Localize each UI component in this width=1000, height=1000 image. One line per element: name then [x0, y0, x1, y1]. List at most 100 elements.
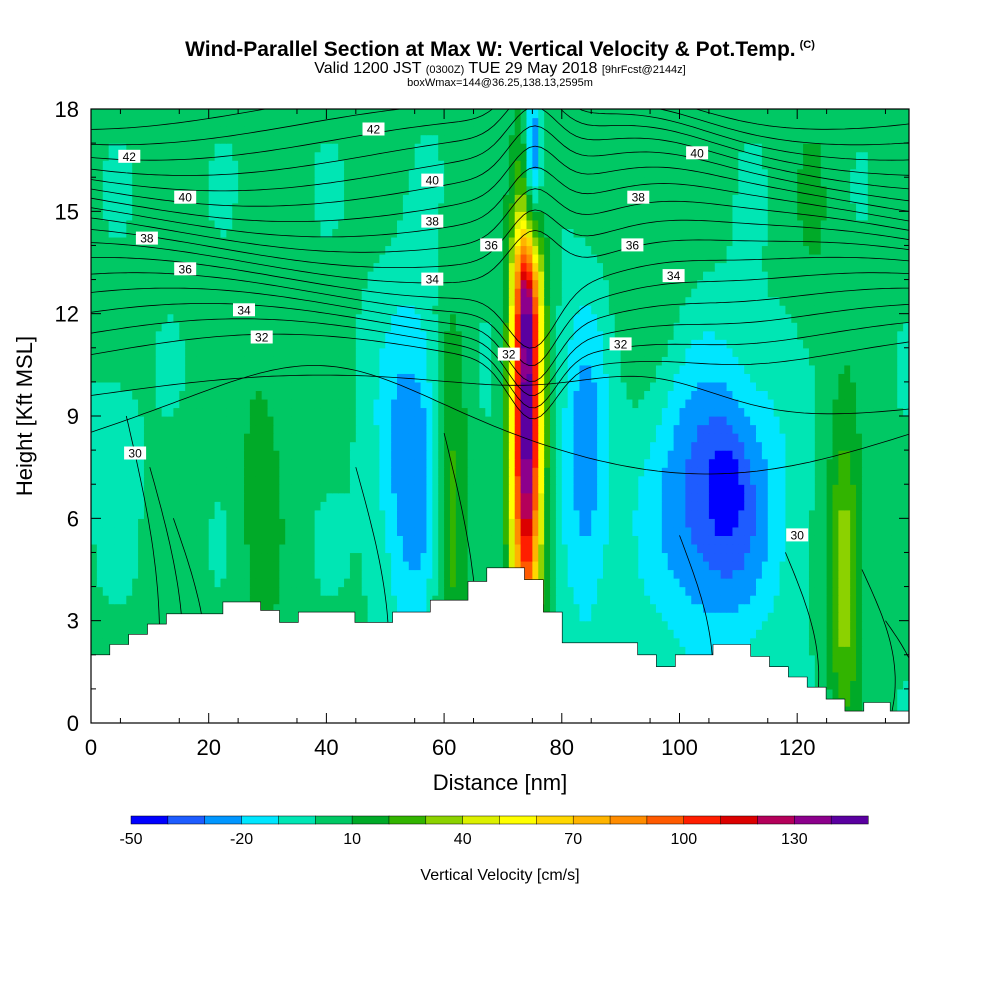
velocity-cell — [132, 501, 139, 511]
velocity-cell — [367, 595, 375, 605]
velocity-cell — [561, 441, 569, 451]
velocity-cell — [785, 509, 792, 519]
velocity-cell — [814, 450, 822, 460]
velocity-cell — [244, 578, 251, 588]
velocity-cell — [414, 416, 422, 426]
velocity-cell — [332, 552, 339, 562]
velocity-cell — [191, 595, 198, 605]
velocity-cell — [143, 441, 151, 451]
velocity-cell — [349, 569, 357, 579]
velocity-cell — [661, 475, 669, 485]
velocity-cell — [726, 433, 734, 443]
velocity-cell — [408, 518, 416, 528]
velocity-cell — [679, 560, 686, 571]
velocity-cell — [820, 424, 828, 434]
velocity-cell — [414, 578, 422, 588]
velocity-cell — [138, 560, 145, 571]
velocity-cell — [850, 612, 857, 622]
velocity-cell — [261, 518, 269, 528]
velocity-cell — [732, 441, 739, 451]
velocity-cell — [302, 535, 310, 545]
velocity-cell — [355, 484, 363, 494]
velocity-cell — [867, 620, 875, 630]
velocity-cell — [708, 467, 716, 477]
velocity-cell — [808, 603, 816, 613]
velocity-cell — [114, 467, 122, 477]
velocity-cell — [903, 663, 909, 673]
velocity-cell — [703, 629, 710, 639]
velocity-cell — [567, 526, 575, 536]
velocity-cell — [661, 646, 669, 656]
velocity-cell — [555, 560, 563, 571]
velocity-cell — [291, 492, 298, 502]
velocity-cell — [279, 543, 286, 554]
velocity-cell — [903, 654, 909, 664]
velocity-cell — [202, 424, 210, 434]
velocity-cell — [108, 560, 116, 571]
velocity-cell — [361, 518, 369, 528]
velocity-cell — [685, 526, 692, 536]
velocity-cell — [267, 543, 275, 554]
velocity-cell — [708, 424, 716, 434]
velocity-cell — [244, 484, 251, 494]
velocity-cell — [685, 416, 692, 426]
velocity-cell — [891, 475, 898, 485]
velocity-cell — [744, 416, 751, 426]
velocity-cell — [773, 620, 781, 630]
velocity-cell — [391, 450, 398, 460]
velocity-cell — [750, 492, 757, 502]
velocity-cell — [279, 569, 286, 579]
velocity-cell — [644, 569, 651, 579]
velocity-cell — [532, 458, 539, 468]
velocity-cell — [379, 475, 386, 485]
velocity-cell — [373, 509, 380, 519]
velocity-cell — [485, 450, 492, 460]
velocity-cell — [408, 526, 416, 536]
velocity-cell — [591, 629, 598, 639]
velocity-cell — [179, 569, 186, 579]
velocity-cell — [96, 509, 104, 519]
velocity-cell — [332, 467, 339, 477]
velocity-cell — [850, 578, 857, 588]
velocity-cell — [661, 416, 669, 426]
velocity-cell — [532, 467, 539, 477]
velocity-cell — [726, 637, 734, 647]
velocity-cell — [161, 595, 169, 605]
velocity-cell — [214, 475, 222, 485]
velocity-cell — [167, 458, 174, 468]
velocity-cell — [732, 578, 739, 588]
velocity-cell — [903, 705, 909, 716]
velocity-cell — [514, 535, 522, 545]
velocity-cell — [797, 560, 804, 571]
velocity-cell — [420, 560, 428, 571]
velocity-cell — [773, 416, 781, 426]
velocity-cell — [650, 569, 657, 579]
velocity-cell — [608, 569, 616, 579]
velocity-cell — [508, 467, 516, 477]
velocity-cell — [449, 535, 457, 545]
velocity-cell — [602, 424, 610, 434]
velocity-cell — [179, 433, 186, 443]
velocity-cell — [414, 569, 422, 579]
velocity-cell — [650, 526, 657, 536]
velocity-cell — [832, 484, 839, 494]
velocity-cell — [508, 484, 516, 494]
velocity-cell — [96, 620, 104, 630]
velocity-cell — [844, 586, 851, 596]
velocity-cell — [285, 509, 292, 519]
velocity-cell — [673, 526, 681, 536]
velocity-cell — [338, 543, 345, 554]
velocity-cell — [667, 603, 675, 613]
velocity-cell — [826, 450, 834, 460]
velocity-cell — [661, 441, 669, 451]
velocity-cell — [196, 526, 204, 536]
velocity-cell — [808, 612, 816, 622]
velocity-cell — [832, 688, 839, 699]
velocity-cell — [773, 492, 781, 502]
velocity-cell — [161, 492, 169, 502]
velocity-cell — [697, 501, 704, 511]
velocity-cell — [461, 543, 469, 554]
velocity-cell — [650, 646, 657, 656]
velocity-cell — [296, 535, 304, 545]
velocity-cell — [532, 424, 539, 434]
